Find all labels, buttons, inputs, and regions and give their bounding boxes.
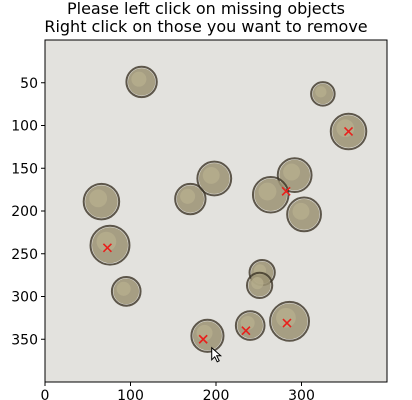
- cell-highlight: [315, 86, 327, 98]
- mouse-cursor-icon: [211, 346, 223, 363]
- x-tick-label: 200: [203, 388, 230, 400]
- cell-highlight: [116, 281, 131, 296]
- cell-outline: [286, 196, 322, 233]
- cell-outline: [310, 81, 336, 107]
- cell-outline: [89, 224, 131, 266]
- y-tick-label: 300: [11, 290, 38, 306]
- x-tick-label: 0: [41, 388, 50, 400]
- y-tick-label: 50: [20, 76, 38, 92]
- x-tick-label: 300: [288, 388, 315, 400]
- cell-highlight: [96, 231, 117, 252]
- detection-marker: [241, 326, 251, 336]
- cell-outline: [82, 182, 121, 221]
- cell-outline: [110, 276, 142, 307]
- y-tick-label: 200: [11, 204, 38, 220]
- detection-marker: [281, 186, 291, 196]
- cell-highlight: [180, 188, 196, 204]
- y-tick-label: 150: [11, 161, 38, 177]
- detection-marker: [198, 334, 208, 344]
- cell-highlight: [251, 277, 264, 290]
- cell-highlight: [258, 182, 277, 201]
- y-tick-label: 250: [11, 247, 38, 263]
- y-tick-label: 350: [11, 332, 38, 348]
- cell-outline: [125, 65, 158, 99]
- title-line-left-click: Please left click on missing objects: [66, 0, 346, 18]
- cell-outline: [196, 160, 233, 197]
- cell-outline: [190, 318, 225, 353]
- y-tick-label: 100: [11, 119, 38, 135]
- detection-marker: [343, 126, 354, 137]
- axis-ticks: 0 100 200 300 50 100 150 200 250 300 350: [11, 76, 315, 400]
- cell-highlight: [283, 163, 301, 181]
- cell-highlight: [240, 315, 255, 331]
- cell-outline: [269, 300, 310, 342]
- cell-outline: [245, 271, 274, 300]
- cell-outline: [276, 157, 313, 193]
- detection-markers: [102, 126, 354, 344]
- cell-highlight: [292, 202, 310, 220]
- title-line-right-click: Right click on those you want to remove: [44, 17, 368, 36]
- cell-outline: [234, 310, 266, 341]
- x-tick-label: 100: [117, 388, 144, 400]
- cell-highlight: [131, 71, 147, 87]
- cell-outline: [174, 182, 207, 216]
- figure-title: Please left click on missing objects Rig…: [0, 0, 412, 36]
- cell-outline: [329, 112, 368, 151]
- cell-highlight: [276, 307, 296, 328]
- image-content: [82, 65, 368, 353]
- detection-marker: [102, 243, 112, 253]
- detection-marker: [282, 318, 292, 328]
- cell-highlight: [202, 166, 220, 184]
- cell-highlight: [89, 189, 108, 208]
